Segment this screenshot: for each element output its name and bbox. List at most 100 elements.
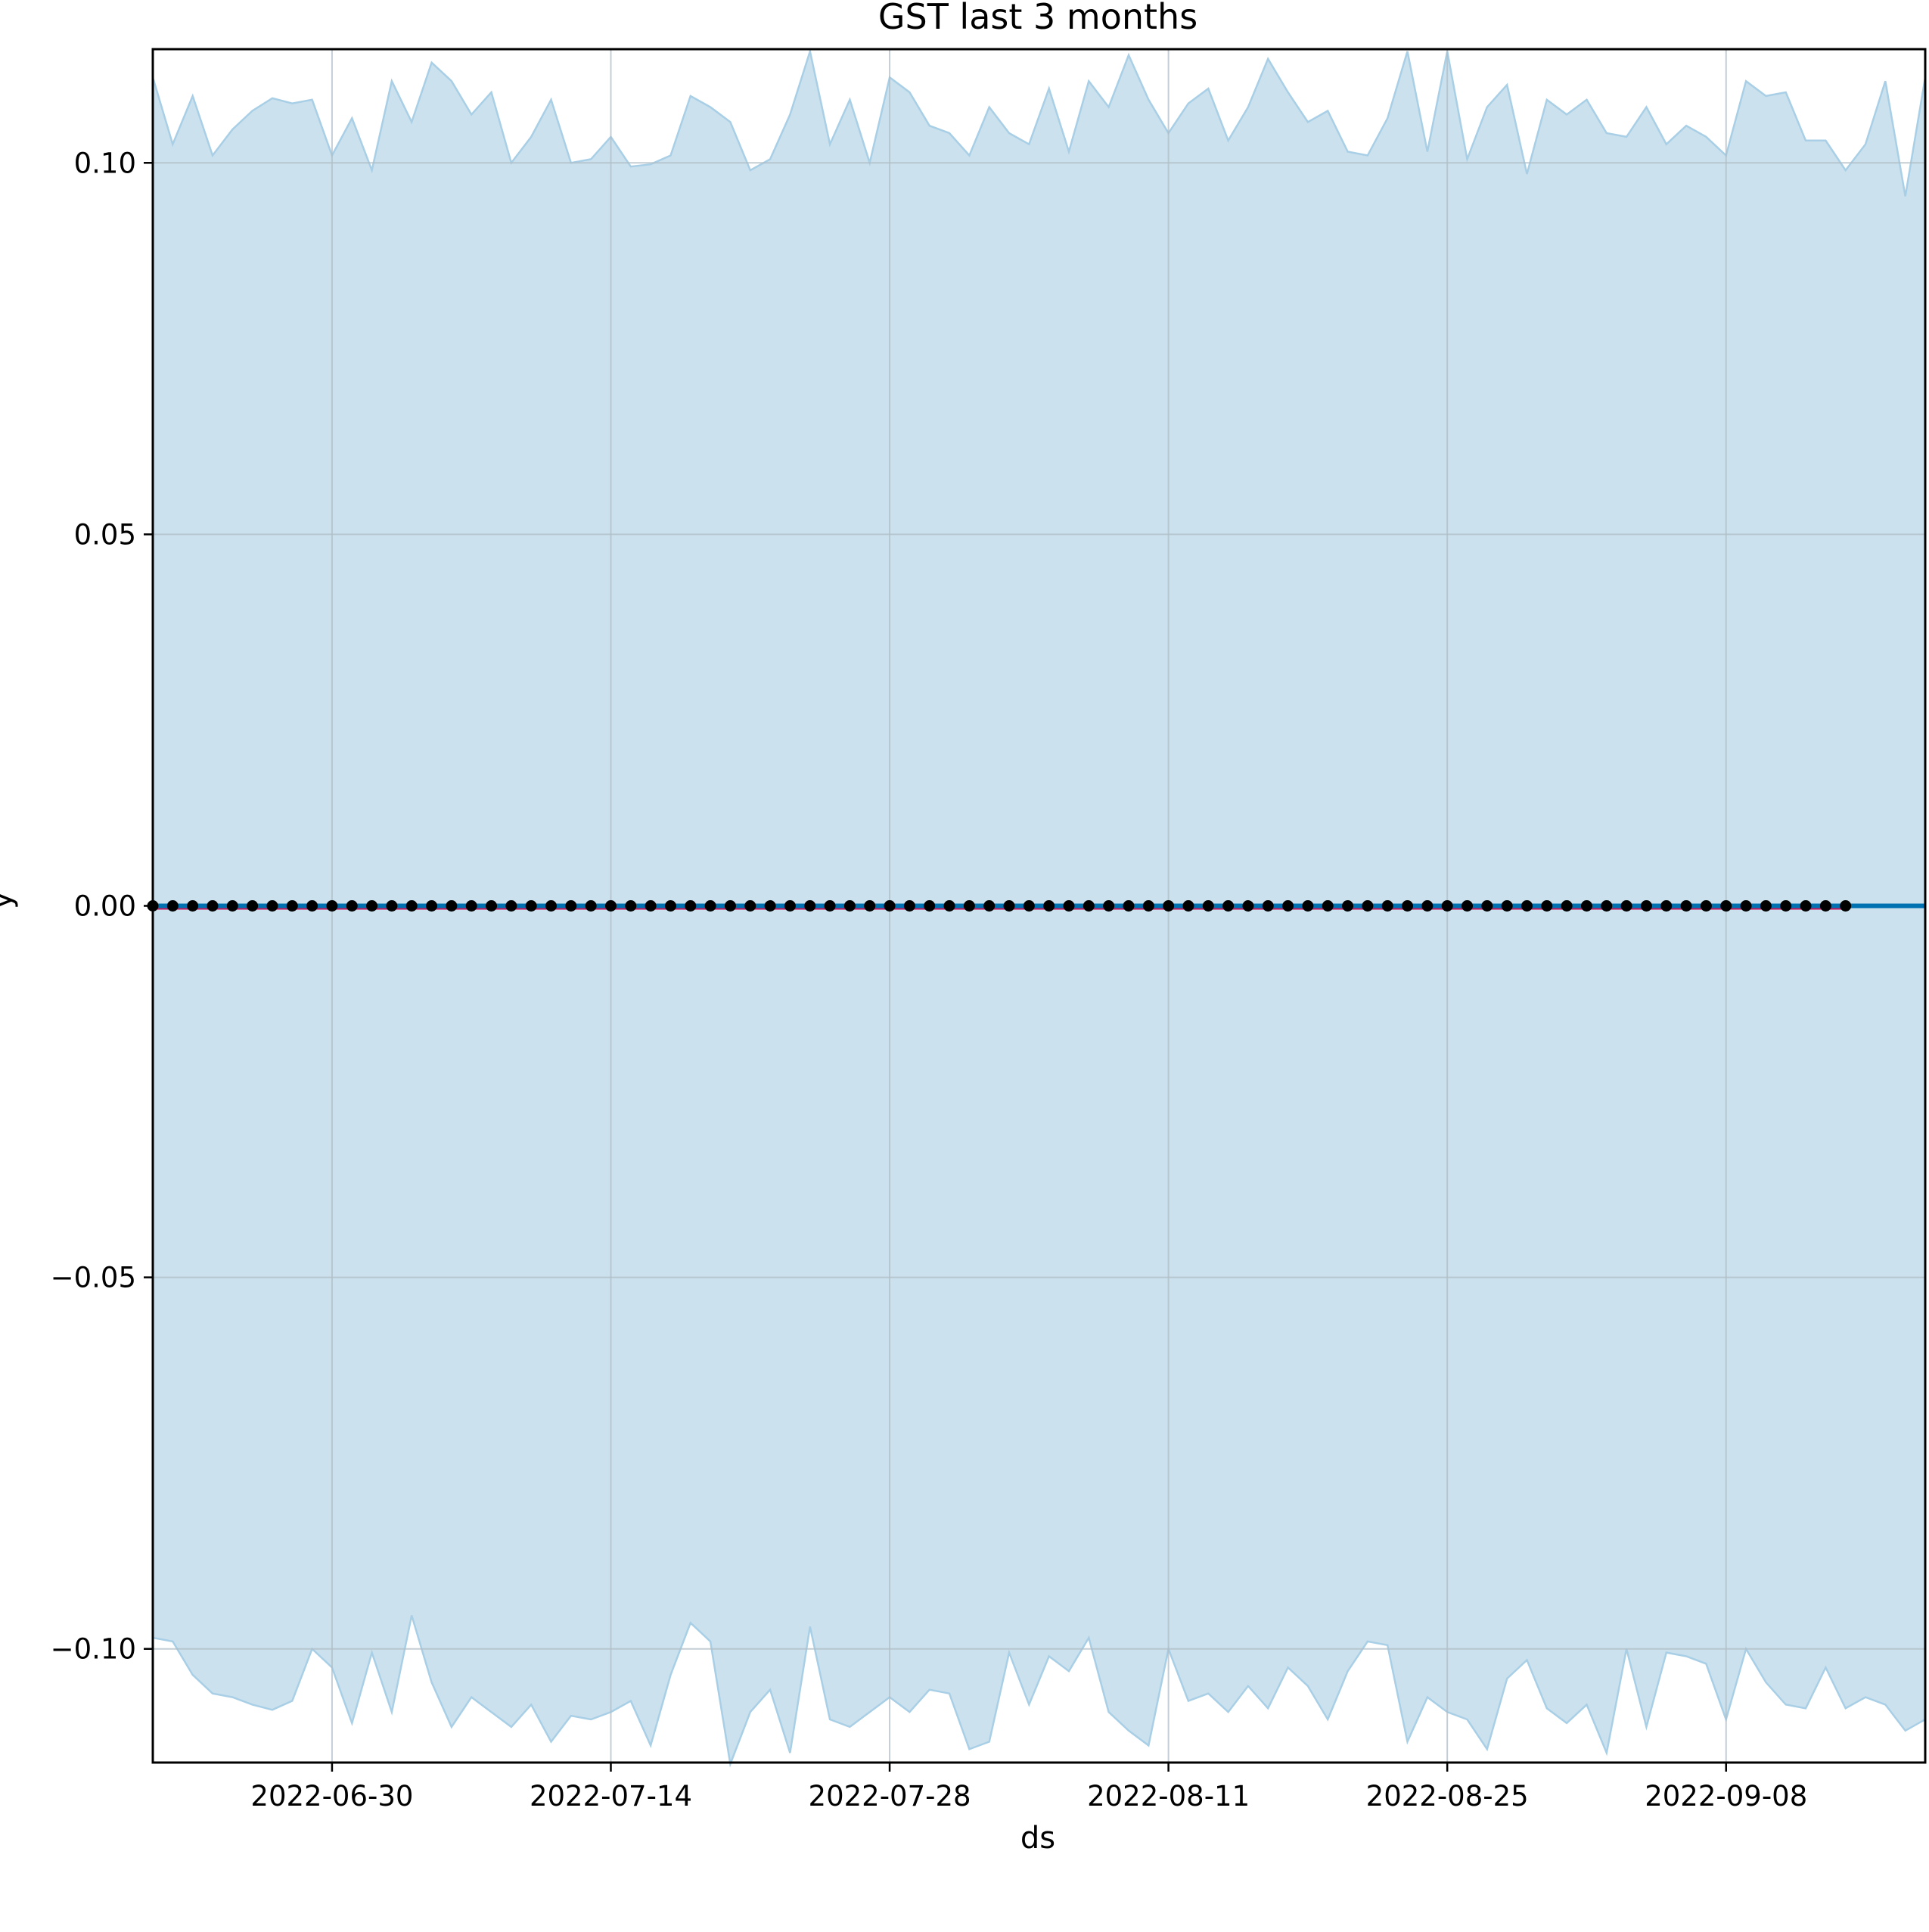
observed-point — [1262, 900, 1274, 912]
y-tick-label: 0.05 — [74, 518, 136, 551]
plot-area: 0.10 0.05 0.00 −0.05 −0.10 2022-06-30 2022-07-… — [51, 48, 1927, 1812]
observed-point — [326, 900, 338, 912]
observed-point — [386, 900, 398, 912]
observed-point — [247, 900, 259, 912]
observed-point — [525, 900, 537, 912]
observed-point — [1142, 900, 1154, 912]
observed-point — [286, 900, 298, 912]
observed-point — [1222, 900, 1235, 912]
x-tick-label: 2022-07-28 — [809, 1780, 971, 1812]
observed-point — [207, 900, 219, 912]
observed-point — [1660, 900, 1673, 912]
observed-point — [983, 900, 996, 912]
observed-point — [1322, 900, 1334, 912]
observed-point — [1840, 900, 1852, 912]
x-tick-label: 2022-08-25 — [1366, 1780, 1529, 1812]
observed-point — [166, 900, 179, 912]
observed-point — [1620, 900, 1632, 912]
observed-point — [604, 900, 617, 912]
observed-point — [664, 900, 676, 912]
observed-point — [784, 900, 796, 912]
y-tick-label: 0.00 — [74, 890, 136, 923]
observed-point — [1720, 900, 1732, 912]
observed-point — [585, 900, 597, 912]
observed-point — [963, 900, 975, 912]
observed-point — [943, 900, 955, 912]
observed-point — [903, 900, 915, 912]
y-tick-label: −0.10 — [51, 1633, 136, 1666]
y-tick-label: −0.05 — [51, 1262, 136, 1294]
observed-point — [744, 900, 756, 912]
observed-point — [1561, 900, 1573, 912]
observed-point — [1700, 900, 1712, 912]
observed-point — [1441, 900, 1453, 912]
lower-bound-line — [152, 1615, 1926, 1768]
observed-point — [446, 900, 458, 912]
observed-point — [1800, 900, 1812, 912]
observed-point — [924, 900, 936, 912]
observed-point — [266, 900, 278, 912]
observed-point — [1043, 900, 1055, 912]
y-axis-label: y — [0, 891, 19, 909]
observed-point — [1740, 900, 1752, 912]
observed-point — [1242, 900, 1254, 912]
observed-point — [1580, 900, 1592, 912]
observed-point — [505, 900, 517, 912]
upper-bound-line — [151, 48, 1927, 197]
observed-point — [645, 900, 657, 912]
observed-point — [366, 900, 378, 912]
observed-point — [1182, 900, 1194, 912]
observed-point — [864, 900, 876, 912]
observed-point — [824, 900, 836, 912]
observed-point — [486, 900, 498, 912]
observed-point — [1381, 900, 1393, 912]
observed-point — [1063, 900, 1075, 912]
observed-point — [1083, 900, 1095, 912]
observed-point — [1680, 900, 1692, 912]
observed-point — [1760, 900, 1772, 912]
observed-point — [1421, 900, 1434, 912]
observed-point — [843, 900, 856, 912]
observed-point — [1481, 900, 1493, 912]
y-tick-label: 0.10 — [74, 147, 136, 179]
observed-point — [1342, 900, 1354, 912]
observed-point — [426, 900, 438, 912]
observed-point — [1640, 900, 1652, 912]
chart-title: GST last 3 months — [878, 0, 1197, 37]
observed-point — [187, 900, 199, 912]
observed-point — [1362, 900, 1374, 912]
observed-point — [1501, 900, 1513, 912]
observed-point — [1202, 900, 1214, 912]
observed-point — [1541, 900, 1553, 912]
x-tick-label: 2022-06-30 — [250, 1780, 413, 1812]
observed-point — [804, 900, 816, 912]
observed-point — [1402, 900, 1414, 912]
observed-point — [405, 900, 418, 912]
observed-point — [465, 900, 477, 912]
observed-point — [1302, 900, 1314, 912]
observed-point — [565, 900, 577, 912]
observed-point — [1601, 900, 1613, 912]
x-axis-label: ds — [1020, 1821, 1055, 1856]
observed-point — [724, 900, 736, 912]
observed-point — [1780, 900, 1792, 912]
observed-point — [884, 900, 896, 912]
observed-point — [306, 900, 318, 912]
observed-point — [1462, 900, 1474, 912]
observed-point — [1123, 900, 1135, 912]
x-tick-label: 2022-07-14 — [530, 1780, 692, 1812]
observed-point — [346, 900, 358, 912]
observed-point — [625, 900, 637, 912]
observed-point — [1282, 900, 1294, 912]
observed-point — [1163, 900, 1175, 912]
observed-point — [1819, 900, 1831, 912]
x-tick-label: 2022-09-08 — [1645, 1780, 1807, 1812]
observed-point — [704, 900, 716, 912]
observed-point — [1023, 900, 1035, 912]
observed-point — [1003, 900, 1015, 912]
observed-point — [764, 900, 776, 912]
observed-point — [1103, 900, 1115, 912]
observed-point — [1521, 900, 1533, 912]
